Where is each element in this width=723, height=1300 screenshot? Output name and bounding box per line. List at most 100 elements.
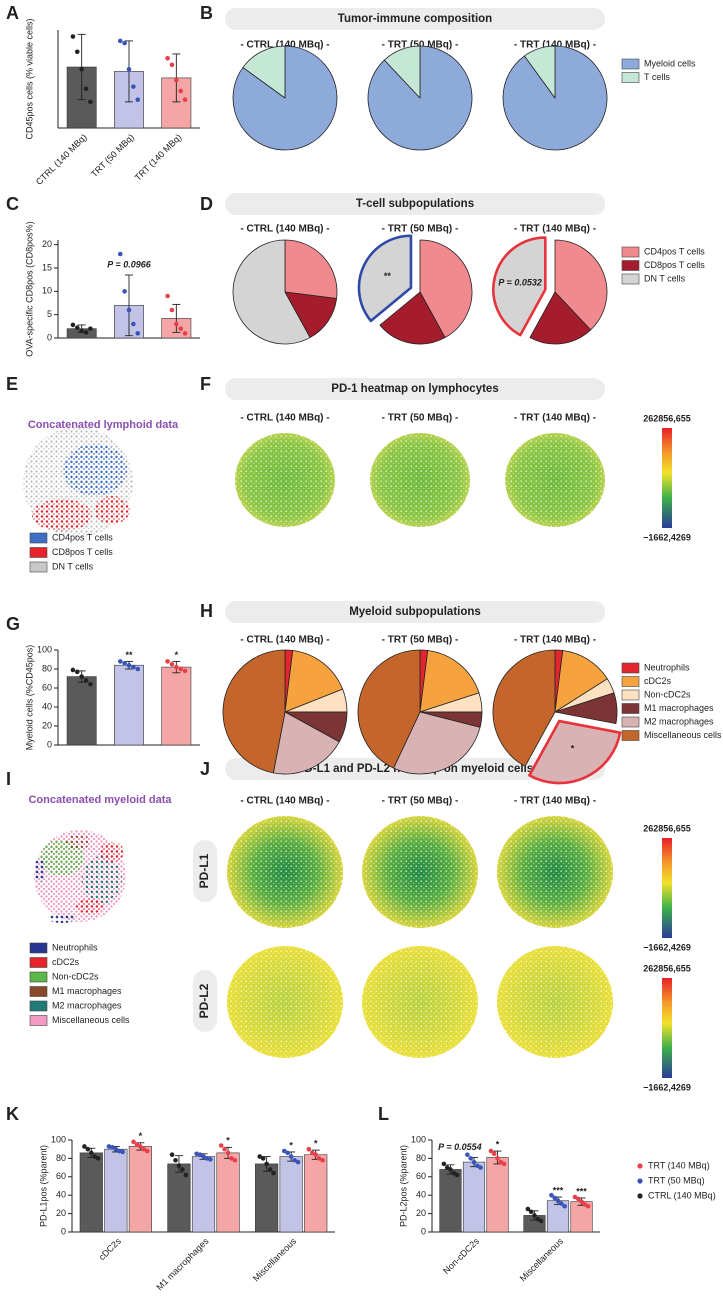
data-point [316, 1156, 322, 1161]
bar [462, 1161, 486, 1233]
bar [104, 1148, 128, 1233]
y-tick-label: 80 [416, 1153, 426, 1163]
data-point [83, 86, 89, 92]
legend-swatch [29, 1015, 48, 1026]
pie-label: - TRT (140 MBq) - [514, 224, 596, 235]
data-point [88, 681, 93, 687]
data-point [180, 1167, 185, 1172]
legend-label: M2 macrophages [52, 1000, 122, 1010]
y-axis-label: OVA-specific CD8pos (CD8pos%) [24, 221, 34, 356]
data-point [138, 1144, 143, 1149]
y-tick-label: 0 [47, 739, 52, 749]
legend-swatch [621, 273, 640, 285]
bar [216, 1152, 240, 1233]
bar [128, 1146, 152, 1233]
data-point [281, 1148, 287, 1154]
x-tick-label: TRT (50 MBq) [89, 132, 136, 179]
bar [161, 666, 192, 746]
pie-label: - TRT (140 MBq) - [514, 635, 596, 646]
data-point [117, 251, 123, 257]
color-scale [662, 838, 672, 938]
heatmap-texture [362, 946, 478, 1058]
pie-label: - CTRL (140 MBq) - [240, 40, 329, 51]
pie-slice [528, 719, 622, 785]
color-scale [662, 428, 672, 528]
data-point [562, 1203, 567, 1209]
tsne-cloud [94, 496, 130, 524]
panel-header-pill [225, 193, 605, 215]
data-point [555, 1198, 561, 1204]
data-point [528, 1209, 534, 1215]
data-point [441, 1161, 447, 1167]
x-tick-label: Miscellaneous [251, 1236, 299, 1284]
data-point [173, 1157, 178, 1163]
legend-swatch [29, 1000, 48, 1012]
pie-label: - CTRL (140 MBq) - [240, 635, 329, 646]
color-scale [662, 978, 672, 1078]
data-point [70, 667, 76, 673]
bar [66, 676, 97, 746]
scale-min-label: −1662,4269 [643, 942, 691, 952]
panel-header-pill [225, 8, 605, 30]
bar [191, 1156, 216, 1233]
pie-slice [529, 291, 591, 345]
bar [279, 1156, 303, 1233]
panel-label: I [6, 769, 11, 789]
heatmap-texture [497, 946, 613, 1058]
legend-label: TRT (50 MBq) [648, 1175, 705, 1185]
data-point [218, 1143, 224, 1148]
pie-slice [419, 650, 480, 713]
legend-label: Non-cDC2s [644, 689, 691, 699]
data-point [126, 662, 132, 668]
y-tick-label: 60 [416, 1171, 426, 1181]
data-point [478, 1165, 483, 1170]
data-point [313, 1152, 319, 1158]
pie-annotation: * [571, 743, 575, 753]
significance-label: * [226, 1136, 230, 1146]
tsne-cloud [32, 499, 92, 531]
data-point [88, 1150, 94, 1156]
x-tick-label: CTRL (140 MBq) [34, 132, 89, 187]
data-point [585, 1203, 591, 1209]
data-point [134, 1142, 140, 1147]
row-label: PD-L1 [197, 853, 211, 888]
panel-label: H [200, 601, 213, 621]
y-tick-label: 0 [47, 332, 52, 342]
data-point [88, 326, 93, 331]
data-point [178, 326, 184, 331]
y-tick-label: 20 [56, 1208, 66, 1218]
column-label: - CTRL (140 MBq) - [240, 413, 329, 424]
data-point [113, 1146, 119, 1152]
scale-max-label: 262856,655 [643, 413, 691, 423]
legend-marker [637, 1178, 643, 1184]
heatmap-texture [370, 433, 470, 527]
data-point [169, 62, 175, 68]
tsne-myeloid [34, 830, 126, 923]
data-point [549, 1192, 554, 1198]
data-point [558, 1201, 564, 1206]
legend-swatch [621, 72, 640, 83]
data-point [70, 322, 76, 328]
pie-slice [492, 236, 547, 337]
data-point [174, 77, 179, 83]
data-point [92, 1154, 98, 1159]
data-point [135, 666, 141, 672]
pie-slice [419, 239, 473, 338]
y-tick-label: 10 [42, 286, 52, 296]
data-point [169, 307, 175, 313]
data-point [306, 1146, 312, 1152]
significance-label: * [314, 1138, 318, 1148]
panel-header: PD-1 heatmap on lymphocytes [331, 383, 498, 395]
data-point [174, 321, 179, 327]
data-point [131, 664, 136, 670]
legend-label: T cells [644, 72, 670, 82]
data-point [135, 97, 141, 102]
y-tick-label: 60 [42, 682, 52, 692]
x-tick-label: TRT (140 MBq) [133, 132, 184, 183]
data-point [320, 1157, 325, 1163]
data-point [309, 1150, 315, 1156]
tsne-cloud [66, 834, 90, 850]
data-point [579, 1199, 584, 1204]
legend-swatch [621, 689, 640, 701]
significance-label: * [289, 1140, 293, 1150]
